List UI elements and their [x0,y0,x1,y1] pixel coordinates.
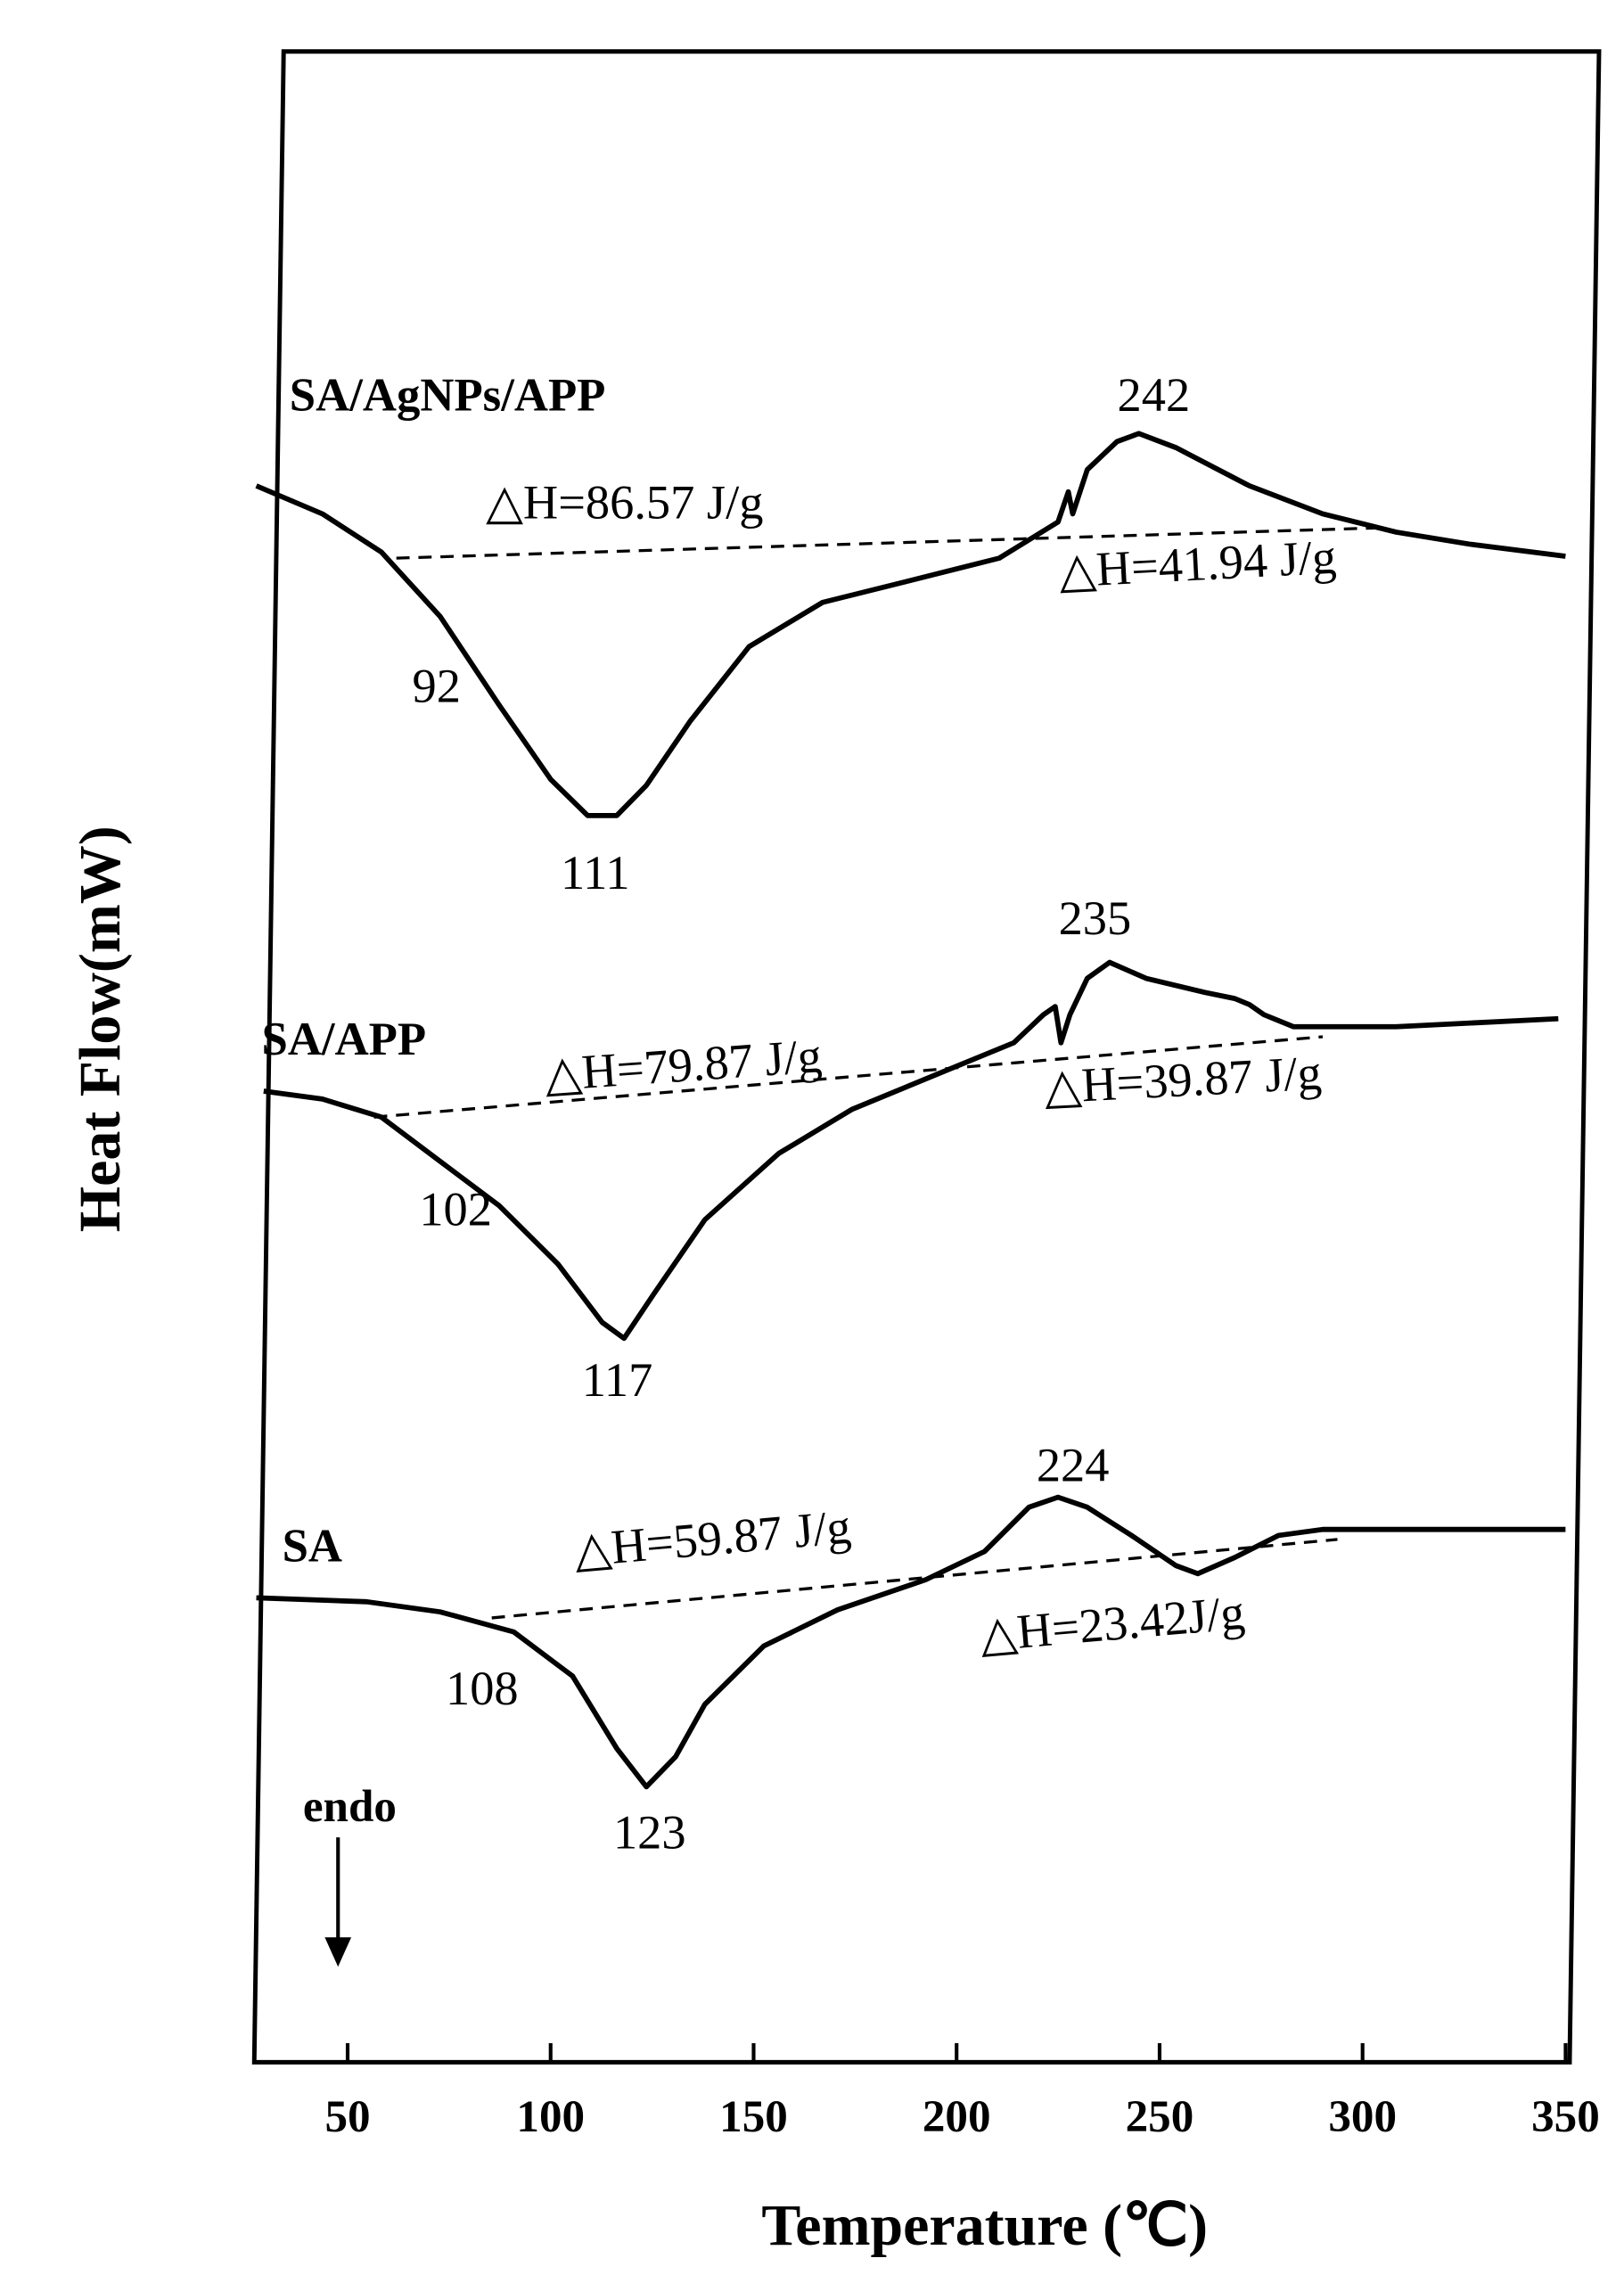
peak-label: 108 [446,1662,519,1715]
x-tick-label: 300 [1328,2091,1397,2142]
y-axis-title: Heat Flow(mW) [68,825,133,1232]
enthalpy-label: △H=41.94 J/g [1058,530,1338,598]
dsc-curve [255,431,1566,818]
series-label: SA/APP [261,1014,426,1065]
dsc-curve [256,1494,1566,1790]
peak-label: 235 [1059,891,1132,945]
enthalpy-label: △H=86.57 J/g [486,475,763,529]
series-label: SA [283,1521,342,1572]
dsc-curve [263,959,1559,1342]
baseline [373,1035,1324,1119]
peak-label: 123 [613,1806,686,1860]
x-tick-label: 250 [1126,2091,1194,2142]
peak-label: 102 [419,1182,492,1236]
plot-frame [251,49,1602,2065]
enthalpy-label: △H=59.87 J/g [572,1499,853,1577]
baseline [491,1538,1338,1620]
peak-label: 224 [1037,1438,1110,1491]
peak-label: 242 [1118,368,1191,422]
enthalpy-label: △H=79.87 J/g [543,1029,824,1102]
endo-arrowhead [324,1937,352,1967]
series-label: SA/AgNPs/APP [290,370,606,422]
x-tick-label: 50 [324,2091,370,2142]
x-tick-label: 200 [923,2091,991,2142]
baseline [396,526,1374,560]
x-axis-title: Temperature (℃) [761,2193,1208,2258]
x-tick-label: 150 [719,2091,788,2142]
peak-label: 117 [582,1353,653,1407]
x-tick-label: 350 [1531,2091,1600,2142]
enthalpy-label: △H=23.42J/g [978,1586,1247,1663]
endo-label: endo [303,1781,397,1832]
peak-label: 111 [561,846,630,899]
peak-label: 92 [413,659,461,712]
x-tick-label: 100 [516,2091,585,2142]
